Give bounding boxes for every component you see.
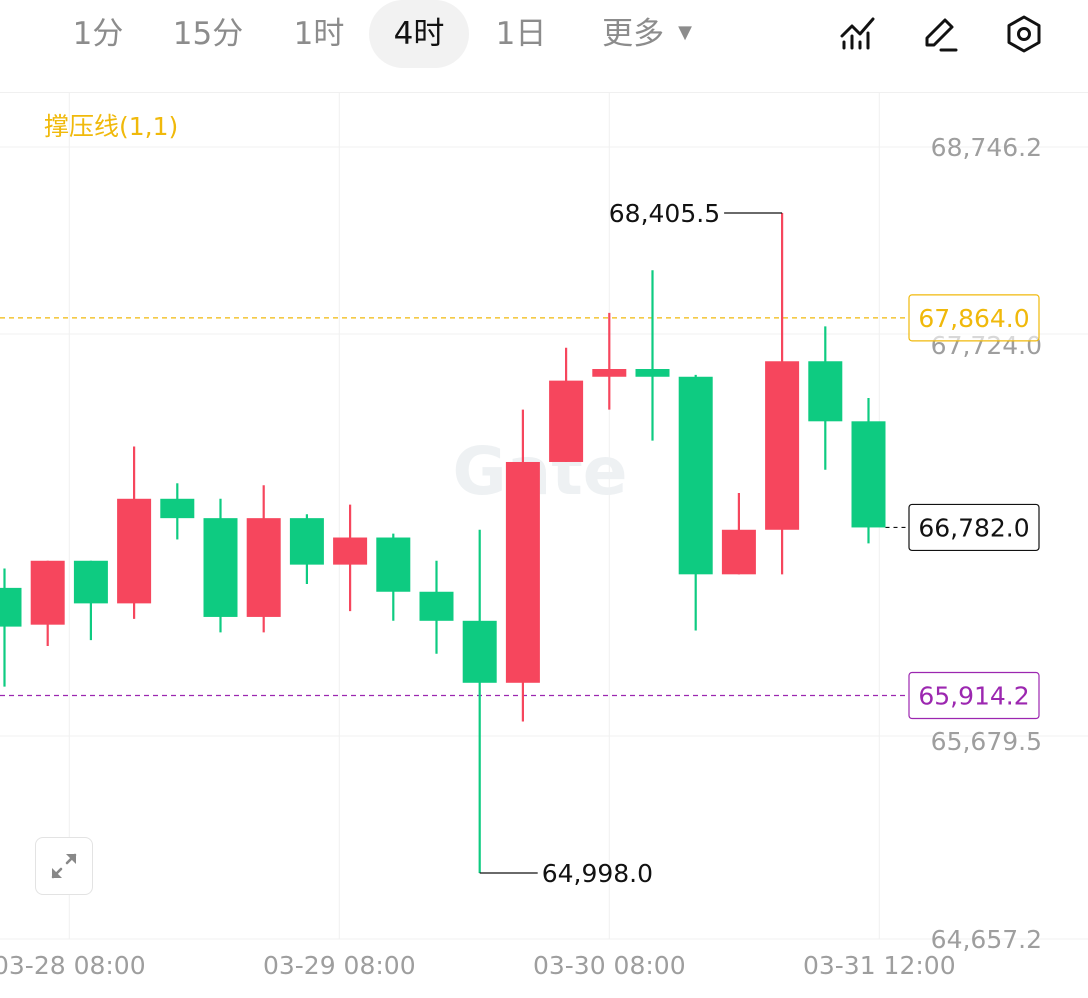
support-price-tag-text: 65,914.2 [918,682,1029,711]
candle-body [721,529,756,575]
low-label: 64,998.0 [542,859,653,888]
candle-body [549,380,584,462]
y-tick-label: 65,679.5 [931,727,1042,756]
x-tick-label: 03-31 12:00 [803,951,956,980]
x-tick-label: 03-30 08:00 [533,951,686,980]
candle-body [30,560,65,625]
candle-body [505,461,540,683]
chart-area[interactable]: Gate 68,746.2 67,724.0 65,679.5 64,657.2 03-2… [0,92,1088,998]
candle-body [808,361,843,422]
expand-button[interactable] [35,837,93,895]
watermark-text: Gate [452,433,627,510]
high-label: 68,405.5 [609,199,720,228]
y-tick-label: 64,657.2 [931,925,1042,954]
caret-down-icon: ▼ [678,21,692,43]
candle-body [462,620,497,683]
timeframe-15min[interactable]: 15分 [172,16,244,52]
candle-body [289,518,324,565]
y-tick-label: 68,746.2 [931,133,1042,162]
last-price-tag-box [908,503,1040,552]
x-tick-label: 03-28 08:00 [0,951,146,980]
candle-body [851,421,886,528]
candle-body [678,376,713,575]
candle-body [117,498,152,604]
resistance-price-tag-text: 67,864.0 [918,304,1029,333]
indicator-chart-icon[interactable] [838,14,878,54]
timeframe-1min[interactable]: 1分 [72,16,124,52]
settings-hexagon-icon[interactable] [1004,14,1044,54]
timeframe-1d[interactable]: 1日 [495,16,547,52]
candle-body [0,587,22,627]
candle-body [246,518,281,617]
candle-body [635,369,670,377]
timeframe-1h[interactable]: 1时 [293,16,345,52]
candle-body [160,498,195,519]
candlestick-chart: Gate68,746.267,724.065,679.564,657.203-2… [0,92,1088,980]
more-label: 更多 [602,16,665,52]
more-timeframes-dropdown[interactable]: 更多 ▼ [582,0,712,68]
candle-body [73,560,108,604]
timeframe-toolbar: 1分 15分 1时 4时 1日 更多 ▼ [0,0,1088,93]
x-tick-label: 03-29 08:00 [263,951,416,980]
last-price-tag-text: 66,782.0 [918,513,1029,542]
candle-body [419,591,454,621]
timeframe-4h[interactable]: 4时 [369,0,469,68]
support-price-tag-box [908,671,1040,720]
candle-body [592,369,627,377]
pencil-icon[interactable] [920,14,960,54]
candle-body [333,537,368,565]
expand-arrows-icon [51,853,77,879]
candle-body [765,361,800,530]
candle-body [203,518,238,617]
resistance-price-tag-box [908,294,1040,342]
indicator-label[interactable]: 撑压线(1,1) [44,112,179,141]
candle-body [376,537,411,592]
